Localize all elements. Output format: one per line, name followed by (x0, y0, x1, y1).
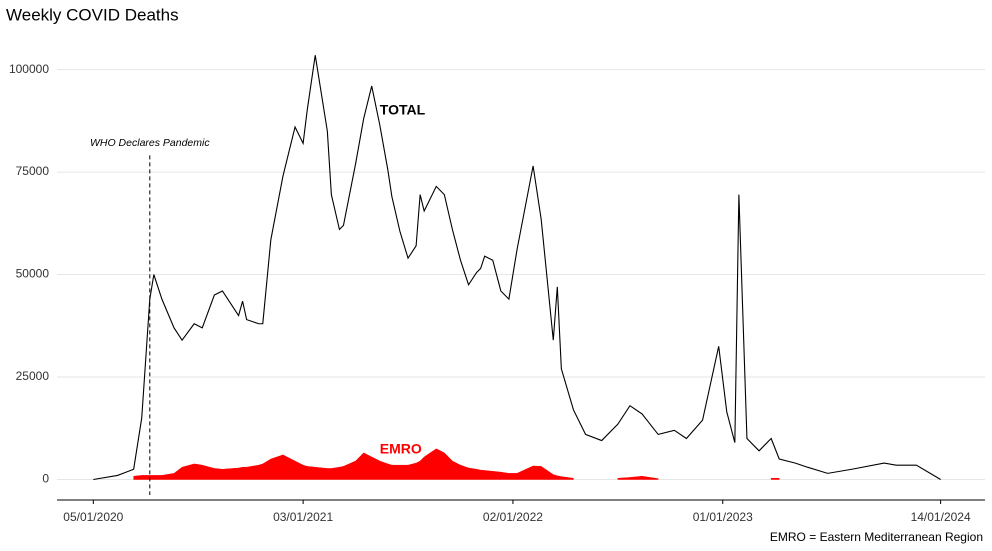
chart-title: Weekly COVID Deaths (6, 5, 179, 24)
series-area (133, 448, 780, 480)
x-tick-label: 14/01/2024 (911, 510, 971, 524)
y-tick-label: 50000 (16, 267, 50, 281)
x-tick-label: 03/01/2021 (273, 510, 333, 524)
annotation-text: WHO Declares Pandemic (90, 137, 210, 149)
x-tick-label: 01/01/2023 (693, 510, 753, 524)
series-label: TOTAL (380, 101, 426, 117)
y-tick-label: 25000 (16, 369, 50, 383)
caption: EMRO = Eastern Mediterranean Region (770, 530, 983, 544)
x-tick-label: 02/01/2022 (483, 510, 543, 524)
series-label: EMRO (380, 440, 422, 456)
y-tick-label: 0 (42, 472, 49, 486)
series-line (93, 55, 941, 481)
x-tick-label: 05/01/2020 (63, 510, 123, 524)
y-tick-label: 100000 (9, 62, 49, 76)
y-tick-label: 75000 (16, 164, 50, 178)
